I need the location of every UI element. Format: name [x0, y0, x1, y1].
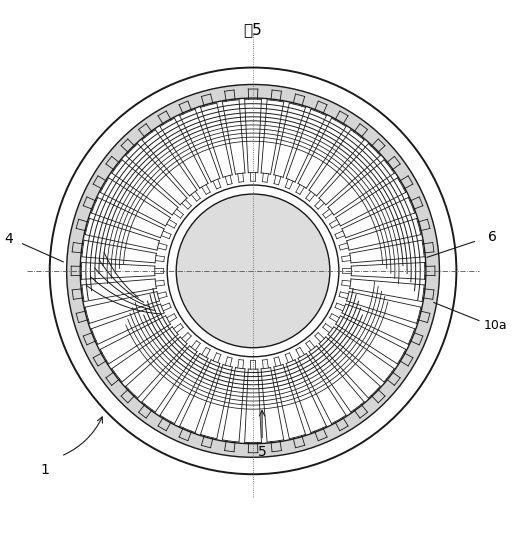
- Circle shape: [167, 185, 339, 357]
- Polygon shape: [91, 197, 164, 238]
- Polygon shape: [261, 100, 284, 174]
- Polygon shape: [298, 118, 346, 188]
- Polygon shape: [319, 337, 380, 398]
- Circle shape: [80, 98, 425, 444]
- Text: 1: 1: [41, 463, 50, 477]
- Polygon shape: [336, 316, 406, 364]
- Polygon shape: [319, 144, 380, 205]
- Polygon shape: [100, 178, 170, 226]
- Polygon shape: [274, 364, 306, 439]
- Polygon shape: [100, 316, 170, 364]
- Circle shape: [38, 56, 467, 486]
- Polygon shape: [286, 109, 327, 182]
- Polygon shape: [201, 103, 232, 177]
- Polygon shape: [91, 304, 164, 344]
- Polygon shape: [347, 292, 421, 323]
- Polygon shape: [112, 160, 178, 215]
- Polygon shape: [222, 368, 245, 442]
- Polygon shape: [81, 263, 155, 279]
- Polygon shape: [286, 360, 327, 433]
- Polygon shape: [82, 279, 156, 302]
- Polygon shape: [309, 346, 364, 412]
- Text: 6: 6: [488, 230, 497, 244]
- Polygon shape: [336, 178, 406, 226]
- Polygon shape: [328, 327, 394, 382]
- Polygon shape: [142, 129, 197, 196]
- Polygon shape: [160, 118, 208, 188]
- Polygon shape: [350, 279, 424, 302]
- Text: 4: 4: [5, 232, 13, 246]
- Polygon shape: [309, 129, 364, 196]
- Polygon shape: [222, 100, 245, 174]
- Polygon shape: [180, 109, 220, 182]
- Polygon shape: [82, 240, 156, 263]
- Polygon shape: [342, 304, 415, 344]
- Polygon shape: [328, 160, 394, 215]
- Polygon shape: [180, 360, 220, 433]
- Polygon shape: [347, 218, 421, 250]
- Polygon shape: [142, 346, 197, 412]
- Polygon shape: [126, 337, 187, 398]
- Polygon shape: [261, 368, 284, 442]
- Polygon shape: [201, 364, 232, 439]
- Polygon shape: [160, 354, 208, 424]
- Polygon shape: [85, 218, 159, 250]
- Text: 10a: 10a: [483, 319, 507, 332]
- Polygon shape: [298, 354, 346, 424]
- Polygon shape: [350, 240, 424, 263]
- Polygon shape: [351, 263, 425, 279]
- Circle shape: [176, 194, 330, 348]
- Polygon shape: [245, 99, 262, 173]
- Polygon shape: [342, 197, 415, 238]
- Polygon shape: [85, 292, 159, 323]
- Polygon shape: [274, 103, 306, 177]
- Text: 囵5: 囵5: [244, 22, 263, 37]
- Polygon shape: [112, 327, 178, 382]
- Polygon shape: [126, 144, 187, 205]
- Text: 5: 5: [258, 445, 266, 458]
- Polygon shape: [245, 369, 262, 442]
